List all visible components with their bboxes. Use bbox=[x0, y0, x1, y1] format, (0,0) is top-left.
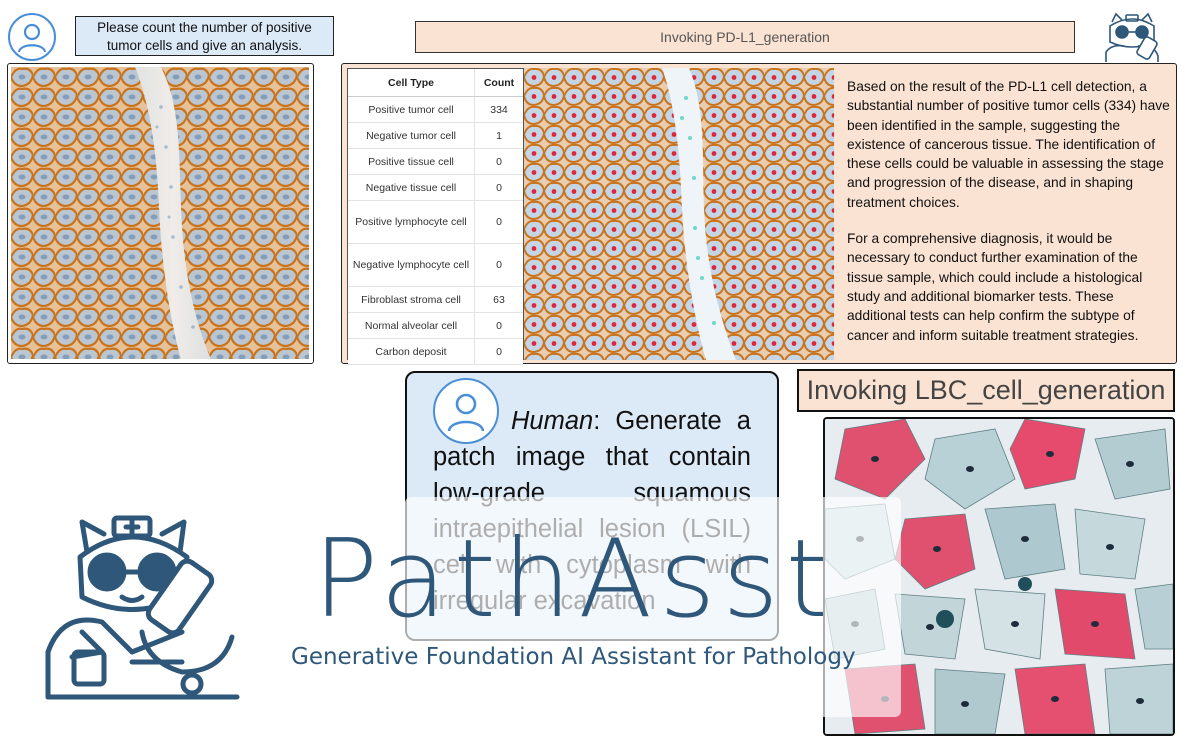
invoke-pdl1-banner: Invoking PD-L1_generation bbox=[415, 21, 1075, 53]
cell-type: Negative tissue cell bbox=[348, 174, 475, 201]
cell-count: 0 bbox=[474, 338, 523, 365]
analysis-paragraph-1: Based on the result of the PD-L1 cell de… bbox=[847, 79, 1170, 210]
cell-count: 0 bbox=[474, 243, 523, 287]
table-row: Negative tumor cell 1 bbox=[348, 122, 523, 149]
cell-type: Positive tissue cell bbox=[348, 148, 475, 175]
table-row: Negative lymphocyte cell 0 bbox=[348, 243, 523, 287]
cell-count: 0 bbox=[474, 148, 523, 175]
cell-type: Positive lymphocyte cell bbox=[348, 200, 475, 244]
table-row: Positive tissue cell 0 bbox=[348, 148, 523, 175]
cell-type: Normal alveolar cell bbox=[348, 312, 475, 339]
pdl1-result-panel: Cell Type Count Positive tumor cell 334 N… bbox=[341, 63, 1177, 365]
pathasst-mascot-logo-icon bbox=[42, 512, 242, 702]
pdl1-input-image-frame bbox=[7, 63, 314, 364]
cell-count: 0 bbox=[474, 200, 523, 244]
header-count: Count bbox=[474, 69, 523, 97]
pdl1-stained-tissue-image bbox=[11, 67, 309, 359]
table-row: Carbon deposit 0 bbox=[348, 338, 523, 365]
table-row: Positive lymphocyte cell 0 bbox=[348, 200, 523, 244]
header-cell-type: Cell Type bbox=[348, 69, 475, 97]
user-prompt-bubble: Please count the number of positive tumo… bbox=[75, 16, 334, 56]
brand-subtitle: Generative Foundation AI Assistant for P… bbox=[291, 644, 856, 670]
lbc-generated-image-frame bbox=[823, 417, 1175, 736]
assistant-mascot-small-icon bbox=[1102, 12, 1162, 64]
cell-count: 0 bbox=[474, 312, 523, 339]
table-row: Negative tissue cell 0 bbox=[348, 174, 523, 201]
cell-count-table: Cell Type Count Positive tumor cell 334 N… bbox=[348, 69, 523, 365]
pdl1-detection-overlay-image bbox=[524, 68, 834, 360]
brand-title: PathAsst bbox=[313, 517, 836, 642]
table-row: Positive tumor cell 334 bbox=[348, 96, 523, 123]
cell-type: Negative lymphocyte cell bbox=[348, 243, 475, 287]
cell-type: Carbon deposit bbox=[348, 338, 475, 365]
brand-backdrop bbox=[405, 497, 901, 717]
cell-count: 0 bbox=[474, 174, 523, 201]
cell-count: 63 bbox=[474, 286, 523, 313]
analysis-text: Based on the result of the PD-L1 cell de… bbox=[847, 77, 1171, 362]
cell-count: 1 bbox=[474, 122, 523, 149]
prompt-line-1: Please count the number of positive bbox=[97, 20, 312, 35]
human-speaker-label: Human bbox=[511, 407, 594, 435]
table-row: Fibroblast stroma cell 63 bbox=[348, 286, 523, 313]
prompt-line-2: tumor cells and give an analysis. bbox=[106, 38, 303, 53]
cell-count-table-container: Cell Type Count Positive tumor cell 334 N… bbox=[347, 68, 524, 365]
cell-type: Fibroblast stroma cell bbox=[348, 286, 475, 313]
table-row: Normal alveolar cell 0 bbox=[348, 312, 523, 339]
cell-type: Positive tumor cell bbox=[348, 96, 475, 123]
human-avatar-icon bbox=[433, 378, 499, 444]
cell-count: 334 bbox=[474, 96, 523, 123]
user-avatar-icon bbox=[8, 13, 56, 61]
analysis-paragraph-2: For a comprehensive diagnosis, it would … bbox=[847, 231, 1143, 343]
cell-type: Negative tumor cell bbox=[348, 122, 475, 149]
invoke-lbc-banner: Invoking LBC_cell_generation bbox=[797, 369, 1175, 412]
